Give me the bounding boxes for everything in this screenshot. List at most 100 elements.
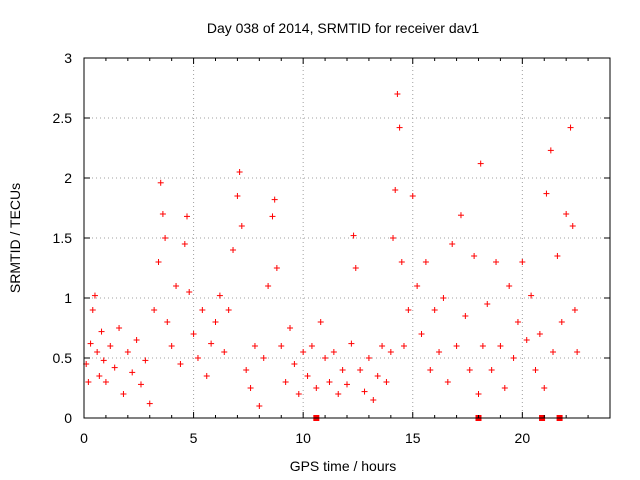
data-point bbox=[162, 235, 169, 241]
data-point bbox=[300, 349, 307, 355]
y-tick-label: 3 bbox=[64, 50, 72, 66]
chart-title: Day 038 of 2014, SRMTID for receiver dav… bbox=[207, 20, 480, 36]
data-point bbox=[510, 355, 517, 361]
y-axis-label: SRMTID / TECUs bbox=[7, 183, 23, 293]
data-point bbox=[151, 307, 158, 313]
x-tick-label: 15 bbox=[405, 430, 421, 446]
y-tick-label: 2.5 bbox=[53, 110, 73, 126]
data-point bbox=[350, 232, 357, 239]
data-point bbox=[444, 379, 451, 385]
data-point bbox=[260, 355, 267, 361]
data-point bbox=[164, 319, 171, 325]
data-point bbox=[497, 343, 504, 349]
data-point bbox=[453, 343, 460, 349]
data-point bbox=[361, 388, 368, 395]
data-point bbox=[291, 361, 298, 367]
data-point bbox=[181, 241, 188, 247]
data-point bbox=[133, 337, 140, 343]
data-point bbox=[339, 367, 346, 373]
data-point bbox=[330, 349, 337, 355]
data-point bbox=[567, 124, 574, 131]
data-point bbox=[536, 331, 543, 337]
data-point bbox=[466, 367, 473, 373]
data-point bbox=[287, 325, 294, 331]
data-point bbox=[405, 307, 412, 313]
data-point bbox=[550, 349, 557, 355]
data-point bbox=[484, 301, 491, 307]
data-point bbox=[265, 283, 272, 289]
data-point bbox=[159, 211, 166, 217]
data-point bbox=[243, 367, 250, 373]
data-point bbox=[335, 391, 342, 397]
data-point bbox=[543, 190, 550, 197]
data-point bbox=[186, 289, 193, 295]
x-tick-label: 20 bbox=[515, 430, 531, 446]
data-point bbox=[212, 319, 219, 325]
data-point bbox=[89, 307, 96, 313]
data-point bbox=[365, 355, 372, 361]
data-point bbox=[124, 349, 131, 355]
data-point bbox=[251, 343, 258, 349]
data-point bbox=[396, 124, 403, 131]
data-point bbox=[357, 367, 364, 373]
data-point bbox=[352, 265, 359, 271]
data-point bbox=[569, 223, 576, 229]
data-point bbox=[236, 169, 243, 175]
data-point bbox=[87, 340, 94, 347]
data-point bbox=[449, 241, 456, 247]
data-point bbox=[313, 385, 320, 391]
data-point bbox=[440, 295, 447, 301]
y-tick-label: 0.5 bbox=[53, 350, 73, 366]
data-point bbox=[221, 349, 228, 355]
x-axis-label: GPS time / hours bbox=[290, 458, 397, 474]
data-point bbox=[344, 381, 350, 388]
data-point bbox=[173, 283, 180, 289]
data-point bbox=[317, 319, 324, 325]
data-point bbox=[379, 343, 386, 349]
grid-lines bbox=[84, 58, 610, 418]
data-point bbox=[574, 349, 581, 355]
data-point bbox=[571, 307, 578, 313]
y-tick-label: 0 bbox=[64, 410, 72, 426]
data-point bbox=[370, 397, 377, 403]
data-point bbox=[488, 367, 495, 373]
data-point bbox=[129, 369, 136, 376]
data-point bbox=[374, 373, 381, 379]
data-point bbox=[322, 355, 329, 361]
data-point bbox=[506, 283, 513, 289]
data-point bbox=[116, 325, 123, 331]
data-point bbox=[177, 361, 184, 367]
data-point bbox=[547, 147, 554, 154]
data-point bbox=[100, 357, 107, 364]
data-point bbox=[98, 328, 105, 335]
data-point bbox=[120, 391, 127, 397]
data-point bbox=[400, 343, 407, 349]
data-point bbox=[225, 307, 232, 313]
x-tick-label: 10 bbox=[295, 430, 311, 446]
data-point bbox=[398, 259, 405, 265]
x-tick-label: 5 bbox=[190, 430, 198, 446]
data-point bbox=[383, 379, 390, 385]
data-point bbox=[532, 367, 539, 373]
data-point bbox=[418, 331, 425, 337]
x-tick-label: 0 bbox=[80, 430, 88, 446]
data-point bbox=[554, 253, 561, 259]
data-point bbox=[146, 400, 153, 407]
data-point bbox=[462, 313, 469, 319]
data-point bbox=[431, 307, 438, 313]
data-point bbox=[238, 223, 245, 229]
data-point bbox=[348, 340, 355, 347]
data-point bbox=[528, 292, 535, 299]
axis-ticks bbox=[83, 57, 610, 419]
y-tick-label: 1.5 bbox=[53, 230, 73, 246]
data-point bbox=[102, 379, 109, 385]
data-point bbox=[422, 259, 429, 265]
data-point bbox=[216, 292, 223, 299]
data-point bbox=[394, 91, 401, 97]
data-point bbox=[308, 343, 315, 349]
data-point bbox=[107, 343, 114, 349]
data-point bbox=[427, 367, 434, 373]
data-point bbox=[234, 193, 241, 199]
data-point bbox=[387, 349, 394, 355]
data-point bbox=[142, 357, 149, 364]
